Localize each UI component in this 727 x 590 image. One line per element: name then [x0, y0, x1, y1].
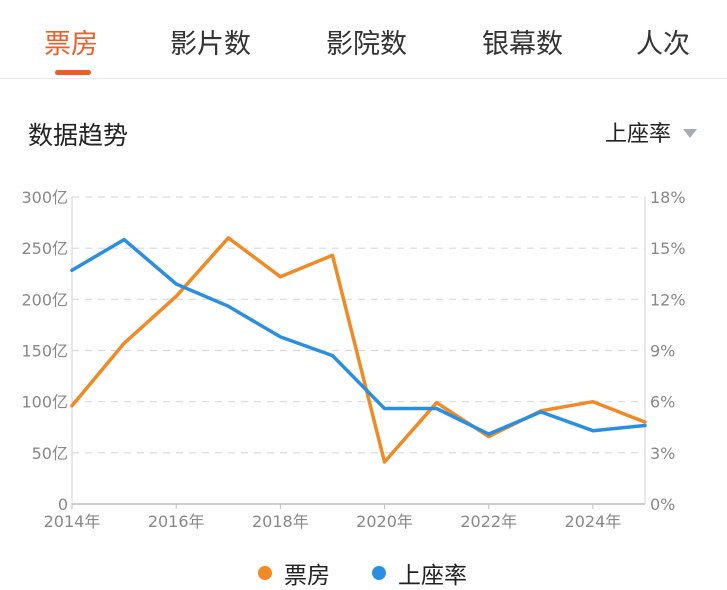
x-axis-tick-label: 2020年	[356, 512, 413, 531]
section-title: 数据趋势	[28, 121, 129, 150]
right-axis-tick-label: 12%	[650, 290, 686, 309]
right-axis-tick-label: 0%	[650, 495, 675, 514]
left-axis-tick-label: 300亿	[21, 188, 68, 207]
legend-label-box-office: 票房	[284, 563, 330, 589]
legend-item-occupancy[interactable]: 上座率	[372, 556, 467, 590]
left-axis-tick-label: 50亿	[32, 444, 68, 463]
legend-item-box-office[interactable]: 票房	[258, 556, 330, 590]
tab-screen-count[interactable]: 银幕数	[482, 29, 563, 60]
tab-film-count[interactable]: 影片数	[170, 29, 251, 60]
right-axis-tick-label: 3%	[650, 444, 675, 463]
legend-label-occupancy: 上座率	[398, 563, 467, 589]
x-axis-tick-label: 2014年	[44, 512, 101, 531]
trend-chart: 0 0% 50亿 3% 100亿 6% 150亿 9% 200亿 12% 250亿 15% 300亿 18…	[21, 188, 686, 531]
metric-selector-value: 上座率	[604, 122, 671, 147]
legend-dot-occupancy	[372, 566, 386, 580]
dropdown-triangle-icon	[683, 128, 697, 138]
tab-bar: 票房 影片数 影院数 银幕数 人次	[0, 0, 727, 79]
legend-dot-box-office	[258, 566, 272, 580]
metric-selector[interactable]: 上座率	[605, 116, 697, 148]
left-axis-tick-label: 200亿	[21, 290, 68, 309]
tab-box-office[interactable]: 票房	[44, 29, 98, 60]
x-axis-tick-label: 2022年	[460, 512, 517, 531]
x-axis-tick-label: 2016年	[148, 512, 205, 531]
left-axis-tick-label: 0	[58, 495, 68, 514]
active-tab-indicator	[55, 70, 91, 75]
x-axis-tick-label: 2018年	[252, 512, 309, 531]
series-line-box-office	[70, 236, 647, 464]
right-axis-tick-label: 6%	[650, 393, 675, 412]
tab-cinema-count[interactable]: 影院数	[326, 29, 407, 60]
left-axis-tick-label: 250亿	[21, 239, 68, 258]
right-axis-tick-label: 18%	[650, 188, 686, 207]
right-axis-tick-label: 15%	[650, 239, 686, 258]
left-axis-tick-label: 100亿	[21, 393, 68, 412]
x-axis-tick-label: 2024年	[565, 512, 622, 531]
series-line-occupancy	[70, 237, 647, 436]
right-axis-tick-label: 9%	[650, 342, 675, 361]
left-axis-tick-label: 150亿	[21, 342, 68, 361]
chart-legend: 票房 上座率	[0, 556, 727, 589]
tab-admissions[interactable]: 人次	[636, 29, 690, 60]
